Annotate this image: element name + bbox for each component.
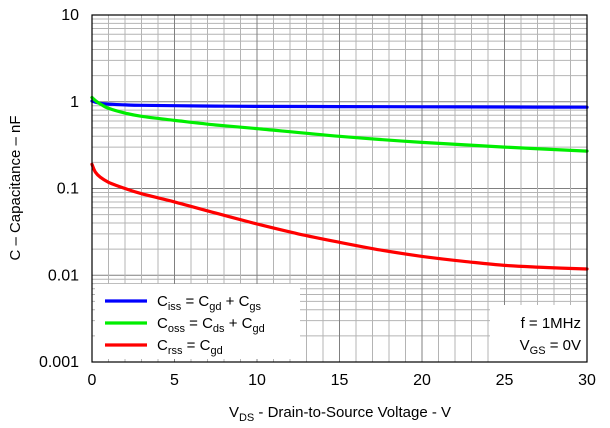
plot-frame (91, 14, 588, 363)
y-tick-label: 0.01 (48, 267, 79, 284)
conditions-background (490, 305, 587, 362)
x-axis-title-sub: DS (239, 412, 254, 424)
conditions-annotation: f = 1MHz VGS = 0V (520, 315, 581, 357)
series-line-ciss (90, 99, 589, 109)
x-axis-title-main: V (229, 404, 239, 421)
y-axis-title: C – Capacitance – nF (7, 115, 24, 260)
condition-0: f = 1MHz (521, 315, 581, 332)
x-tick-label: 10 (248, 372, 266, 389)
x-axis-title: VDS - Drain-to-Source Voltage - V (229, 404, 451, 424)
y-tick-label: 0.001 (39, 354, 79, 371)
legend-label-crss: Crss = Cgd (157, 337, 223, 357)
x-tick-label: 5 (170, 372, 179, 389)
series-group (90, 95, 589, 271)
legend-label-ciss: Ciss = Cgd + Cgs (157, 293, 262, 313)
series-line-crss (90, 162, 589, 271)
series-line-coss (90, 95, 589, 153)
x-tick-label: 30 (578, 372, 596, 389)
x-tick-label: 20 (413, 372, 431, 389)
x-tick-label: 15 (331, 372, 349, 389)
x-tick-label: 25 (496, 372, 514, 389)
y-tick-label: 10 (61, 7, 79, 24)
tick-labels: 0 5 10 15 20 25 30 0.001 0.01 0.1 1 10 (39, 7, 596, 389)
y-tick-label: 1 (70, 94, 79, 111)
condition-1: VGS = 0V (520, 337, 581, 357)
legend-label-coss: Coss = Cds + Cgd (157, 315, 265, 335)
x-tick-label: 0 (88, 372, 97, 389)
x-axis-title-rest: - Drain-to-Source Voltage - V (254, 404, 451, 421)
y-tick-label: 0.1 (57, 181, 79, 198)
